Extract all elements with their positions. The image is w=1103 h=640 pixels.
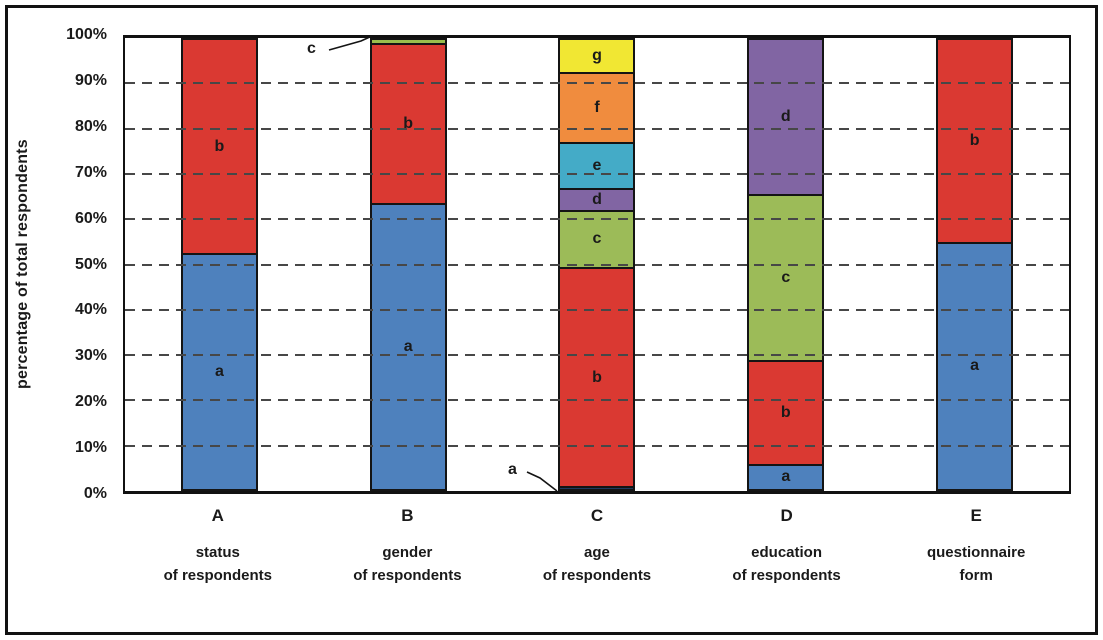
gridline-70pct [125,172,1069,175]
segment-D-d: d [747,38,825,195]
category-letter-B: B [401,506,414,525]
segment-C-d: d [558,187,636,211]
y-tick-label-50pct: 50% [74,255,107,273]
y-tick-label-90pct: 90% [74,71,107,89]
segment-label-E-a: a [970,357,980,375]
segment-label-A-b: b [214,137,225,155]
segment-A-a: a [180,253,258,491]
segment-label-C-b: b [592,368,602,386]
category-letter-E: E [970,506,982,525]
segment-E-a: a [936,241,1014,491]
y-tick-label-80pct: 80% [74,117,107,135]
segment-B-b: b [369,42,447,204]
segment-D-a: a [747,463,825,491]
y-tick-label-70pct: 70% [74,163,107,181]
segment-label-C-f: f [594,99,600,117]
category-sublabel-D: education of respondents [732,544,841,584]
segment-label-C-c: c [592,230,602,248]
gridline-60pct [125,218,1069,221]
segment-label-A-a: a [214,363,224,381]
segment-label-C-d: d [592,190,602,208]
y-tick-label-100pct: 100% [66,26,107,43]
segment-label-D-a: a [781,468,791,486]
gridline-10pct [125,444,1069,447]
annotation-label-c: c [307,40,316,57]
y-tick-label-30pct: 30% [74,347,107,365]
segment-label-D-b: b [780,403,791,421]
segment-B-a: a [369,203,447,491]
gridline-50pct [125,263,1069,266]
segment-A-b: b [180,38,258,254]
category-letter-D: D [780,506,793,525]
segment-label-E-b: b [969,131,980,149]
segment-label-C-g: g [592,47,602,65]
segment-C-a [558,486,636,491]
category-letter-C: C [590,506,604,525]
y-tick-label-20pct: 20% [74,393,107,411]
gridline-30pct [125,354,1069,357]
segment-E-b: b [936,38,1014,242]
segment-D-c: c [747,194,825,360]
y-axis-tick-labels: 0% 10% 20% 30% 40% 50% 60% 70% 80% 90% 100% [0,26,113,502]
y-tick-label-0pct: 0% [83,485,107,502]
annotation-label-a: a [508,461,517,478]
segment-label-C-e: e [592,156,602,174]
segment-label-B-a: a [403,338,413,356]
category-sublabel-C: age of respondents [542,544,652,584]
gridline-40pct [125,308,1069,311]
category-sublabel-B: gender of respondents [353,544,462,584]
segment-D-b: b [747,359,825,464]
gridline-80pct [125,127,1069,130]
gridline-20pct [125,399,1069,402]
y-tick-label-40pct: 40% [74,301,107,319]
segment-C-e: e [558,142,636,188]
segment-label-D-d: d [780,108,791,126]
category-letter-A: A [211,506,224,525]
category-sublabel-A: status of respondents [163,544,272,584]
segment-label-B-b: b [403,114,414,132]
segment-C-g: g [558,38,636,73]
y-tick-label-60pct: 60% [74,209,107,227]
segment-C-b: b [558,266,636,487]
y-tick-label-10pct: 10% [74,439,107,457]
segment-label-D-c: c [781,268,791,286]
gridline-90pct [125,82,1069,85]
category-sublabel-E: questionnaire form [926,544,1026,584]
